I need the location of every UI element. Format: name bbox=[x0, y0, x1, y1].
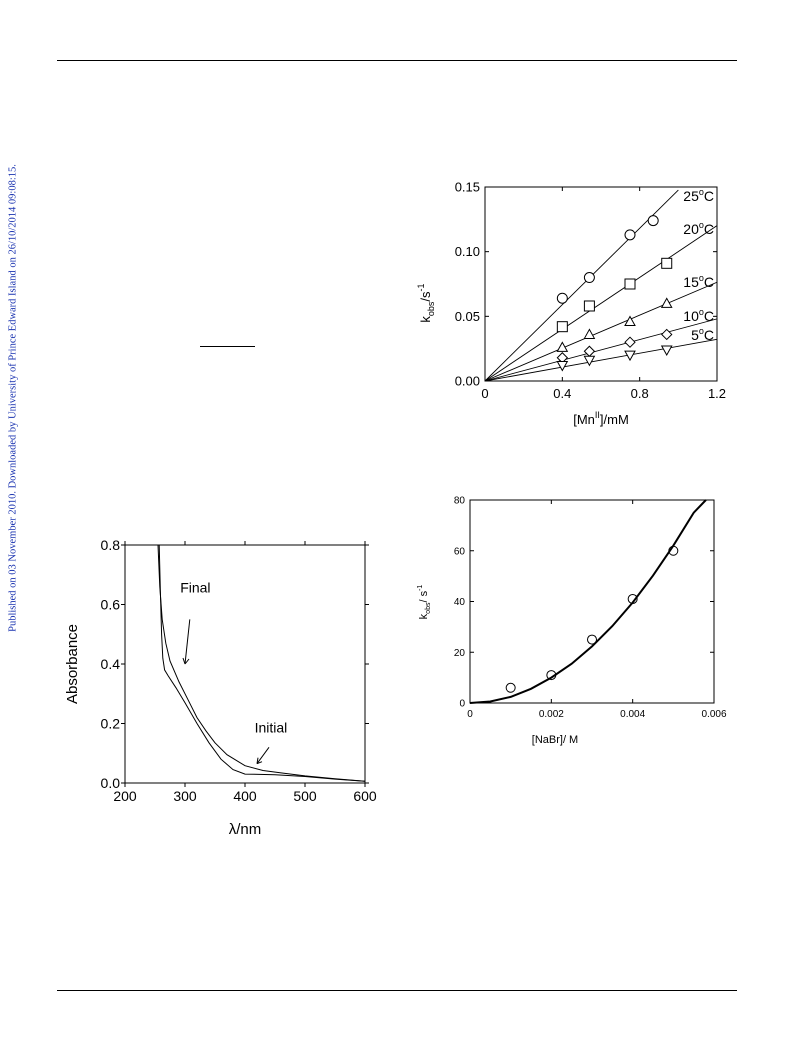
x-tick-label: 0.006 bbox=[701, 709, 726, 720]
data-point-5 bbox=[583, 355, 596, 367]
data-point-20 bbox=[661, 257, 673, 269]
temperature-label-25: 25oC bbox=[683, 187, 714, 204]
footer-rule bbox=[57, 990, 737, 991]
x-axis-label: [NaBr]/ M bbox=[532, 734, 578, 746]
y-tick-label: 20 bbox=[454, 648, 466, 659]
data-point-25 bbox=[647, 215, 659, 227]
x-tick-label: 300 bbox=[173, 788, 197, 804]
header-rule bbox=[57, 60, 737, 61]
y-tick-label: 0.00 bbox=[455, 374, 480, 389]
x-tick-label: 0.004 bbox=[620, 709, 645, 720]
y-axis-label: kobs/s-1 bbox=[416, 283, 436, 322]
data-point-15 bbox=[660, 297, 673, 308]
x-tick-label: 0.002 bbox=[539, 709, 564, 720]
publication-side-note: Published on 03 November 2010. Downloade… bbox=[4, 158, 22, 638]
data-point bbox=[587, 634, 597, 645]
data-point-25 bbox=[583, 272, 595, 284]
chart-kobs-vs-mn: 0 0.4 0.8 1.2 0.00 0.05 0.10 0.15 25oC 20oC 15oC 1… bbox=[416, 180, 726, 427]
temperature-label-5: 5oC bbox=[691, 326, 714, 343]
fit-line-20 bbox=[484, 225, 718, 382]
x-tick-label: 500 bbox=[293, 788, 317, 804]
chart-absorbance-spectrum: 200 300 400 500 600 0.0 0.2 0.4 0.6 0.8 Final Init… bbox=[64, 537, 377, 838]
y-tick-label: 0.15 bbox=[455, 180, 480, 195]
y-tick-label: 0.2 bbox=[101, 715, 121, 731]
publication-side-note-text: Published on 03 November 2010. Downloade… bbox=[7, 164, 19, 632]
plot-frame bbox=[484, 186, 718, 382]
x-tick-label: 200 bbox=[113, 788, 137, 804]
y-axis-label: Absorbance bbox=[64, 624, 81, 704]
y-tick-label: 60 bbox=[454, 546, 466, 557]
data-point bbox=[668, 545, 679, 556]
data-point bbox=[505, 682, 516, 693]
data-point-15 bbox=[556, 341, 569, 352]
data-point-10 bbox=[624, 336, 636, 348]
data-point-15 bbox=[624, 315, 636, 327]
x-tick-label: 1.2 bbox=[708, 386, 726, 401]
x-tick-label: 0 bbox=[467, 709, 473, 720]
data-point-25 bbox=[556, 292, 568, 304]
series-label-initial: Initial bbox=[255, 719, 288, 735]
y-tick-label: 0.4 bbox=[101, 656, 121, 672]
fit-line-15 bbox=[484, 281, 718, 382]
x-tick-label: 600 bbox=[353, 788, 377, 804]
y-tick-label: 40 bbox=[454, 597, 466, 608]
fit-line-5 bbox=[484, 338, 718, 382]
temperature-label-10: 10oC bbox=[683, 307, 714, 324]
y-tick-label: 80 bbox=[454, 496, 466, 507]
y-axis-label: kobs/ s-1 bbox=[417, 585, 432, 620]
data-point-5 bbox=[556, 360, 569, 372]
temperature-label-15: 15oC bbox=[683, 273, 714, 290]
y-tick-label: 0.10 bbox=[455, 244, 480, 259]
final-arrowhead bbox=[182, 657, 190, 665]
chart-kobs-vs-nabr: 0 0.002 0.004 0.006 0 20 40 60 80 kobs/ s-1 [NaB… bbox=[417, 496, 727, 747]
data-point bbox=[627, 593, 638, 604]
y-tick-label: 0 bbox=[459, 699, 465, 710]
data-point-5 bbox=[624, 350, 636, 362]
data-point-25 bbox=[624, 229, 636, 241]
x-tick-label: 0.8 bbox=[631, 386, 649, 401]
data-point-10 bbox=[661, 328, 673, 341]
x-tick-label: 0.4 bbox=[553, 386, 571, 401]
series-label-final: Final bbox=[180, 580, 210, 596]
equation-fraction-line bbox=[200, 346, 255, 347]
x-axis-label: λ/nm bbox=[229, 821, 262, 838]
data-point-10 bbox=[583, 345, 596, 357]
final-arrow bbox=[184, 619, 191, 665]
fit-line-10 bbox=[484, 318, 718, 382]
data-point bbox=[546, 670, 557, 681]
x-axis-label: [MnII]/mM bbox=[573, 410, 629, 427]
data-point-20 bbox=[556, 321, 568, 333]
initial-arrow bbox=[256, 747, 270, 764]
y-tick-label: 0.6 bbox=[101, 596, 121, 612]
spectrum-curve-initial bbox=[157, 544, 366, 782]
fit-line-25 bbox=[484, 189, 679, 382]
data-point-20 bbox=[583, 300, 595, 312]
plot-frame bbox=[469, 499, 715, 704]
y-tick-label: 0.8 bbox=[101, 537, 121, 553]
temperature-label-20: 20oC bbox=[683, 220, 714, 237]
data-point-20 bbox=[624, 278, 636, 290]
y-tick-label: 0.05 bbox=[455, 309, 480, 324]
spectrum-curve-final bbox=[158, 544, 366, 782]
x-tick-label: 0 bbox=[481, 386, 488, 401]
data-point-15 bbox=[583, 328, 596, 339]
initial-arrowhead bbox=[256, 757, 263, 765]
data-point-5 bbox=[660, 345, 673, 356]
y-tick-label: 0.0 bbox=[101, 775, 121, 791]
plot-frame bbox=[124, 544, 366, 784]
x-tick-label: 400 bbox=[233, 788, 257, 804]
fit-curve bbox=[469, 499, 707, 704]
